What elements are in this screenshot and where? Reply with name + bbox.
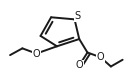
Text: O: O xyxy=(33,49,40,59)
Text: O: O xyxy=(75,60,83,70)
Text: O: O xyxy=(97,52,104,62)
Text: S: S xyxy=(74,11,81,21)
